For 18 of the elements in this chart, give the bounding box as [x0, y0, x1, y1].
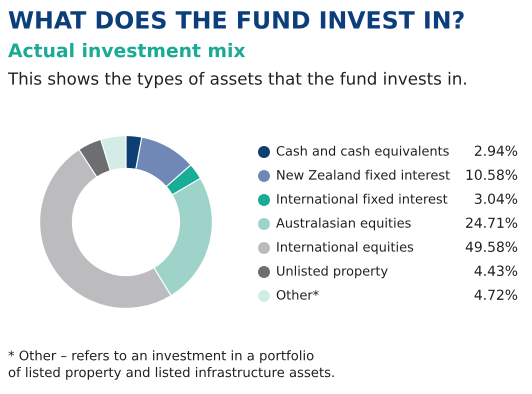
- chart-subtitle: Actual investment mix: [8, 42, 246, 58]
- data-label: 49.58%: [466, 242, 518, 252]
- legend-label: International equities: [277, 242, 414, 254]
- data-label: 3.04%: [474, 194, 518, 204]
- legend-label: Other*: [276, 290, 319, 300]
- data-label: 4.72%: [474, 290, 518, 300]
- data-label: 2.94%: [474, 146, 518, 156]
- text: * Other – refers to an investment in a portfolio of listed property and listed infrastructure assets.: [8, 350, 334, 380]
- data-label: 4.43%: [474, 266, 518, 276]
- data-label: 24.71%: [466, 218, 518, 228]
- legend-label: Unlisted property: [277, 266, 388, 278]
- data-label: 10.58%: [466, 170, 518, 180]
- text: This shows the types of assets that the fund invests in.: [8, 72, 466, 88]
- legend-label: Cash and cash equivalents: [276, 146, 449, 158]
- legend-label: New Zealand fixed interest: [277, 170, 450, 180]
- chart-title: WHAT DOES THE FUND INVEST IN?: [8, 10, 464, 29]
- legend-label: Australasian equities: [276, 218, 411, 230]
- legend-label: International fixed interest: [277, 194, 448, 204]
